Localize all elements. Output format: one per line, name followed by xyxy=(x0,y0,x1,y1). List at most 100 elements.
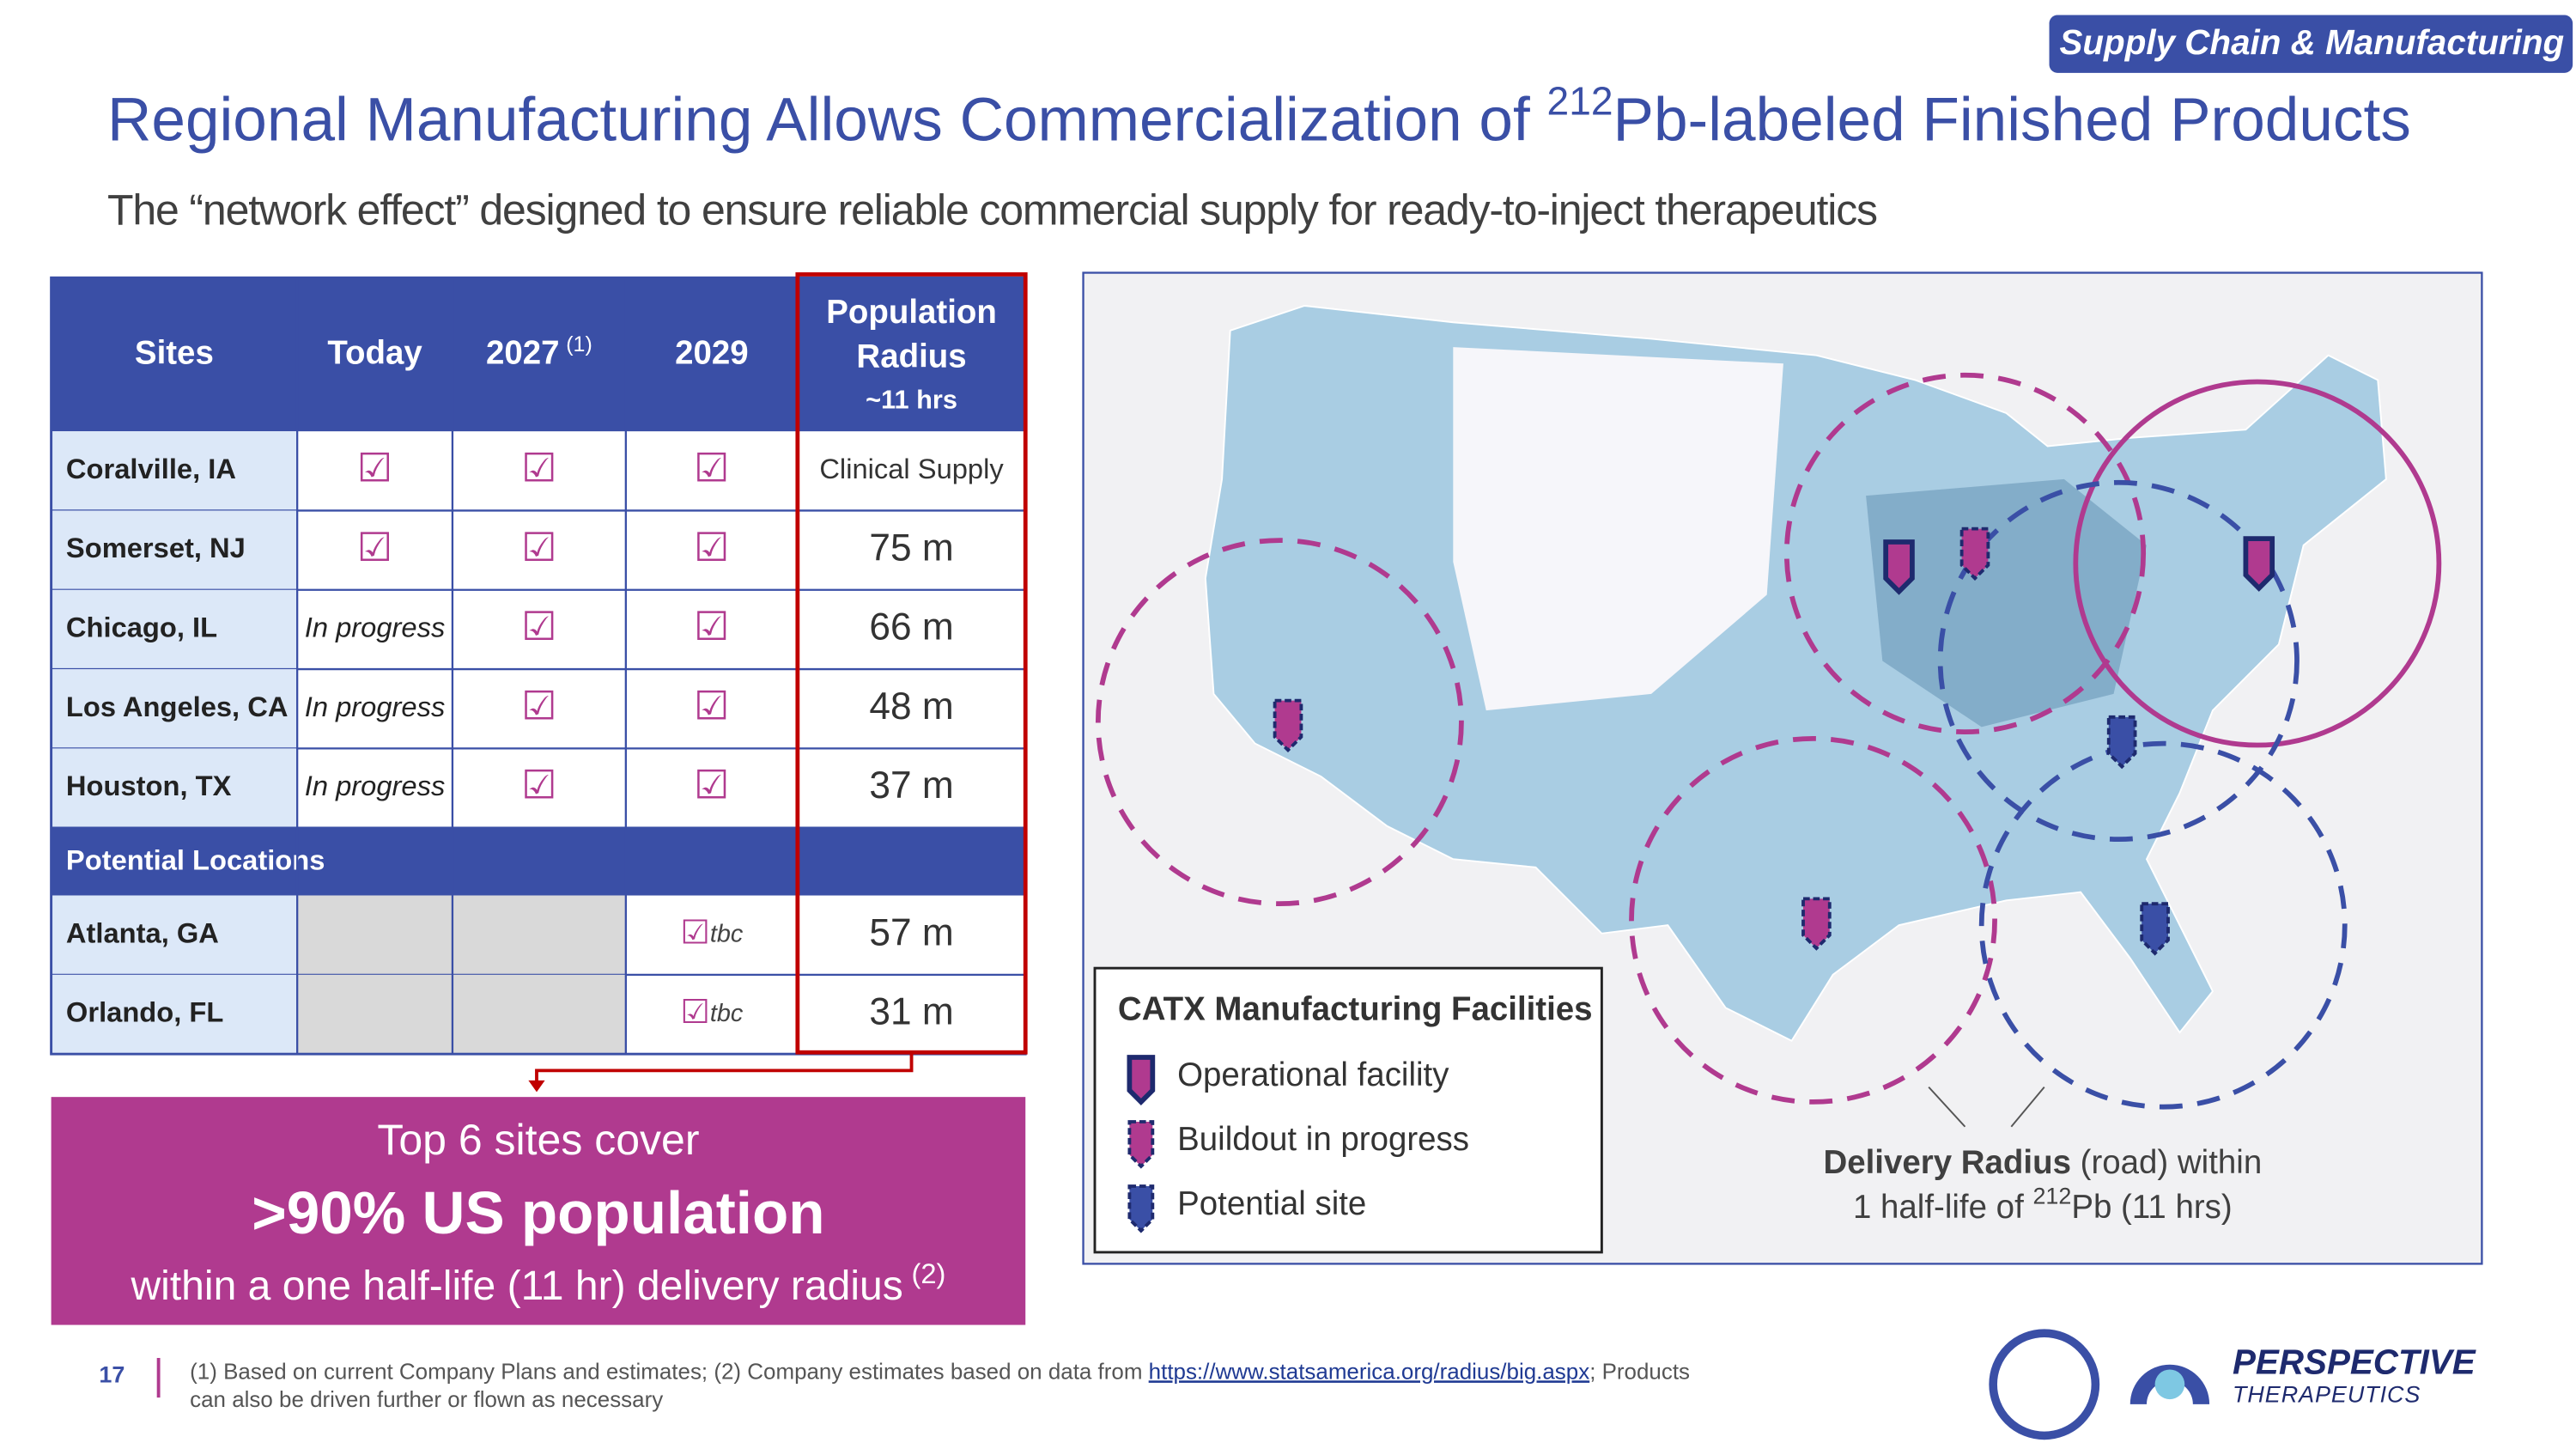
radius-circle xyxy=(1095,538,1464,907)
legend-item: Operational facility xyxy=(1177,1056,1449,1093)
legend-item: Buildout in progress xyxy=(1177,1121,1469,1158)
pointer-line xyxy=(2010,1086,2045,1128)
callout-headline: >90% US population xyxy=(252,1179,824,1246)
footnote: can also be driven further or flown as n… xyxy=(190,1386,663,1412)
header-text: 2027 xyxy=(486,335,560,372)
delivery-text: 1 half-life of xyxy=(1853,1189,2032,1226)
title-part: Pb-labeled Finished Products xyxy=(1613,86,2411,154)
radius-circles xyxy=(1095,372,2442,1110)
radius-value: 75 m xyxy=(869,527,953,569)
site-cell-bg xyxy=(51,748,298,828)
header-cell: Today xyxy=(327,335,422,372)
status-text: In progress xyxy=(305,691,446,722)
legend-symbol xyxy=(1127,1184,1155,1233)
logo-ring xyxy=(1989,1329,2100,1440)
empty-cell xyxy=(452,974,626,1055)
pointer-line xyxy=(1928,1086,1966,1128)
title: Regional Manufacturing Allows Commercial… xyxy=(107,79,2411,155)
delivery-note: Delivery Radius (road) within xyxy=(1823,1144,2262,1181)
radius-value: 48 m xyxy=(869,685,953,728)
site-name: Coralville, IA xyxy=(66,453,236,484)
section-label: Potential Locations xyxy=(66,844,325,876)
legend-symbol xyxy=(1127,1120,1155,1169)
radius-value: Clinical Supply xyxy=(819,453,1004,484)
footnote: (1) Based on current Company Plans and e… xyxy=(190,1358,1690,1384)
callout-text: within a one half-life (11 hr) delivery … xyxy=(130,1263,902,1309)
radius-header: Population xyxy=(826,294,997,331)
legend-title: CATX Manufacturing Facilities xyxy=(1118,990,1593,1027)
delivery-text: (road) within xyxy=(2071,1144,2262,1181)
site-name: Chicago, IL xyxy=(66,612,217,643)
check-mark: ☑ xyxy=(694,445,729,490)
header-text: 2029 xyxy=(675,335,749,372)
check-cell: ☑tbc xyxy=(680,994,744,1031)
facility-markers xyxy=(1273,527,2275,956)
tag: Supply Chain & Manufacturing xyxy=(2059,22,2564,62)
site-cell-bg xyxy=(51,589,298,670)
check-mark: ☑ xyxy=(694,683,729,728)
check-mark: ☑ xyxy=(357,525,392,569)
check-mark: ☑ xyxy=(680,915,709,952)
check-mark: ☑ xyxy=(521,445,556,490)
logo-dot xyxy=(2154,1369,2185,1400)
radius-circle xyxy=(1978,740,2348,1110)
status-text: In progress xyxy=(305,612,446,643)
radius-circle xyxy=(1937,479,2300,843)
check-mark: ☑ xyxy=(680,994,709,1031)
operational-marker xyxy=(2243,536,2275,592)
buildout-marker xyxy=(1273,698,1303,753)
tag-bg xyxy=(2049,15,2573,73)
check-mark: ☑ xyxy=(521,604,556,648)
radius-value: 37 m xyxy=(869,764,953,807)
page-number: 17 xyxy=(99,1361,125,1387)
site-cell-bg xyxy=(51,895,298,975)
header-cell: 2027 (1) xyxy=(486,332,592,372)
check-mark: ☑ xyxy=(521,763,556,807)
footnote-link[interactable]: https://www.statsamerica.org/radius/big.… xyxy=(1149,1358,1590,1384)
check-mark: ☑ xyxy=(521,525,556,569)
header-bg xyxy=(51,277,1026,432)
delivery-text: Pb (11 hrs) xyxy=(2071,1189,2232,1226)
potential-marker xyxy=(2106,715,2137,770)
site-name: Orlando, FL xyxy=(66,996,223,1028)
check-mark: ☑ xyxy=(357,445,392,490)
logo-mark xyxy=(2129,1364,2210,1404)
legend-symbol xyxy=(1127,1055,1156,1106)
check-cell: ☑tbc xyxy=(680,915,744,952)
header-cell: 2029 xyxy=(675,335,749,372)
site-name: Atlanta, GA xyxy=(66,916,219,948)
subtitle: The “network effect” designed to ensure … xyxy=(107,186,1877,234)
site-cell-bg xyxy=(51,669,298,749)
callout-line: Top 6 sites cover xyxy=(377,1116,699,1164)
site-cell-bg xyxy=(51,974,298,1055)
operational-marker xyxy=(1883,539,1915,595)
table: Sites Today 2027 (1) 2029 Population Radius ~11… xyxy=(50,272,1028,1056)
callout-line: within a one half-life (11 hr) delivery … xyxy=(130,1257,945,1308)
title-part: Regional Manufacturing Allows Commercial… xyxy=(107,86,1547,154)
section-bg xyxy=(51,827,1026,896)
delivery-note: 1 half-life of 212Pb (11 hrs) xyxy=(1853,1184,2233,1227)
callout-note: (2) xyxy=(911,1257,945,1288)
map-sparse-region xyxy=(1453,347,1783,711)
legend-item: Potential site xyxy=(1177,1185,1366,1222)
callout-bg xyxy=(51,1097,1026,1325)
arrow-head xyxy=(528,1080,545,1093)
buildout-marker xyxy=(1959,527,1990,581)
header-text: Sites xyxy=(135,335,214,372)
radius-circle xyxy=(2073,379,2442,748)
radius-circle xyxy=(1783,372,2147,735)
site-name: Somerset, NJ xyxy=(66,532,246,563)
buildout-marker xyxy=(1801,897,1832,951)
site-name: Los Angeles, CA xyxy=(66,691,289,722)
header-cell: Sites xyxy=(135,335,214,372)
site-cell-bg xyxy=(51,431,298,511)
title-sup: 212 xyxy=(1547,79,1613,124)
check-mark: ☑ xyxy=(694,604,729,648)
check-mark: ☑ xyxy=(521,683,556,728)
delivery-sup: 212 xyxy=(2032,1184,2071,1209)
delivery-bold: Delivery Radius xyxy=(1823,1144,2071,1181)
status-text: In progress xyxy=(305,770,446,801)
header-text: Today xyxy=(327,335,422,372)
